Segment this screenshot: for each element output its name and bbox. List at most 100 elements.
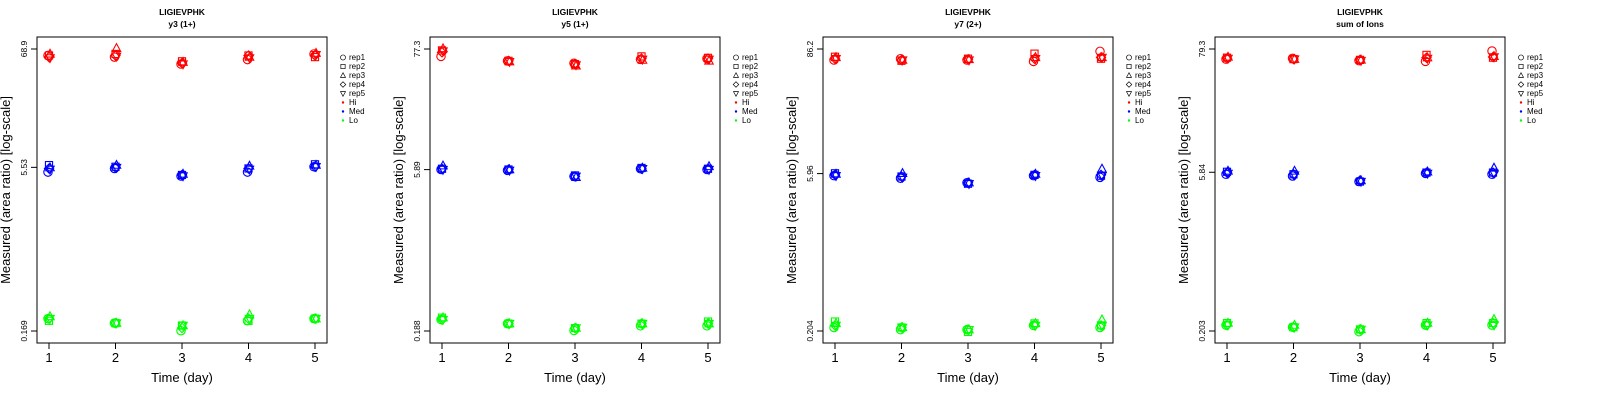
x-tick-label: 2 xyxy=(1290,350,1297,365)
y-axis-label: Measured (area ratio) [log-scale] xyxy=(391,96,406,284)
data-point-hi-rep4 xyxy=(1288,53,1299,65)
y-tick-label: 0.188 xyxy=(412,320,422,342)
data-point-lo-rep5 xyxy=(637,319,648,330)
data-point-hi-rep5 xyxy=(111,52,122,63)
data-point-med-rep5 xyxy=(437,165,449,176)
legend-symbol-rep3 xyxy=(1125,72,1133,78)
data-point-med-rep5 xyxy=(1030,171,1041,182)
chart-title: LIGIEVPHK xyxy=(159,7,206,17)
legend-symbol-rep5 xyxy=(732,91,740,97)
legend-symbol-rep4 xyxy=(1517,81,1525,88)
data-point-lo-rep4 xyxy=(243,313,254,325)
data-point-lo-rep5 xyxy=(111,319,122,329)
data-point-lo-rep4 xyxy=(43,313,55,325)
data-point-hi-rep5 xyxy=(437,47,449,57)
data-point-lo-rep4 xyxy=(569,322,581,334)
y-tick-label: 68.9 xyxy=(19,40,29,57)
y-tick-label: 5.96 xyxy=(805,165,815,182)
data-point-lo-rep5 xyxy=(703,319,715,330)
legend-symbol-rep4 xyxy=(1125,81,1133,88)
legend-label: rep5 xyxy=(1135,89,1152,98)
data-point-hi-rep4 xyxy=(309,50,321,61)
data-point-lo-rep4 xyxy=(1221,319,1233,331)
data-point-hi-rep5 xyxy=(830,55,842,65)
legend-symbol-rep1 xyxy=(340,54,346,61)
chart-panel: LIGIEVPHK y7 (2+) 1 2 3 4 5 0.204 5.96 86.2 Time (… xyxy=(784,7,1152,385)
x-axis-label: Time (day) xyxy=(544,370,606,385)
legend-symbol-rep2 xyxy=(733,64,739,69)
data-point-med-rep5 xyxy=(897,173,908,184)
data-point-hi-rep5 xyxy=(1096,53,1108,64)
legend-label: rep2 xyxy=(1527,62,1544,71)
legend-symbol-rep1 xyxy=(1518,54,1524,61)
x-tick-label: 1 xyxy=(1223,350,1230,365)
legend-label: rep5 xyxy=(1527,89,1544,98)
data-point-hi-rep5 xyxy=(963,56,975,66)
plot-frame xyxy=(1214,36,1506,344)
data-point-hi-rep5 xyxy=(703,55,715,66)
x-tick-label: 5 xyxy=(311,350,318,365)
data-point-lo-rep4 xyxy=(309,313,321,325)
y-axis-label: Measured (area ratio) [log-scale] xyxy=(0,96,13,284)
x-tick-label: 3 xyxy=(178,350,185,365)
legend-dot-med xyxy=(341,110,345,113)
legend-symbol-rep5 xyxy=(1125,91,1133,97)
x-tick-label: 4 xyxy=(1031,350,1038,365)
data-point-lo-rep4 xyxy=(636,318,647,330)
legend-symbol-rep2 xyxy=(1126,64,1132,69)
data-point-lo-rep5 xyxy=(1488,321,1500,331)
data-point-med-rep5 xyxy=(830,171,842,182)
data-point-lo-rep5 xyxy=(44,314,56,325)
data-point-hi-rep5 xyxy=(310,51,322,61)
data-point-lo-rep5 xyxy=(570,324,582,334)
legend-label: rep1 xyxy=(1135,53,1152,62)
data-point-med-rep5 xyxy=(1355,177,1367,188)
x-tick-label: 2 xyxy=(898,350,905,365)
x-tick-label: 5 xyxy=(1097,350,1104,365)
data-point-lo-rep4 xyxy=(896,322,907,333)
legend-symbol-rep3 xyxy=(732,72,740,78)
x-tick-label: 4 xyxy=(1423,350,1430,365)
legend-label: rep3 xyxy=(742,71,759,80)
data-point-hi-rep5 xyxy=(570,61,582,71)
legend-label: rep2 xyxy=(349,62,366,71)
chart-panel: LIGIEVPHK y3 (1+) 1 2 3 4 5 0.169 5.53 68.9 Time (… xyxy=(0,7,366,385)
x-tick-label: 2 xyxy=(505,350,512,365)
y-tick-label: 5.84 xyxy=(1197,164,1207,181)
legend-symbol-rep1 xyxy=(733,54,739,61)
legend-symbol-rep4 xyxy=(339,81,347,88)
data-point-lo-rep4 xyxy=(1421,319,1432,331)
plot-frame xyxy=(822,36,1114,344)
data-point-med-rep5 xyxy=(44,165,56,176)
y-axis-label: Measured (area ratio) [log-scale] xyxy=(784,96,799,284)
data-point-lo-rep3 xyxy=(1096,313,1108,324)
legend-label: rep3 xyxy=(1135,71,1152,80)
data-point-lo-rep4 xyxy=(503,318,514,330)
y-tick-label: 0.203 xyxy=(1197,320,1207,342)
data-point-hi-rep4 xyxy=(1221,52,1233,64)
data-point-med-rep4 xyxy=(110,162,121,174)
legend-dot-hi xyxy=(1519,101,1523,104)
data-point-med-rep5 xyxy=(637,165,648,175)
legend-symbol-rep2 xyxy=(340,64,346,69)
data-point-lo-rep4 xyxy=(1288,321,1299,333)
data-point-lo-rep4 xyxy=(110,317,121,329)
data-point-lo-rep5 xyxy=(177,321,189,332)
data-point-hi-rep5 xyxy=(1030,55,1041,65)
data-point-hi-rep5 xyxy=(44,54,56,64)
y-tick-label: 77.3 xyxy=(412,40,422,57)
chart-subtitle: y7 (2+) xyxy=(954,19,981,29)
data-point-hi-rep5 xyxy=(177,60,189,70)
data-point-hi-rep5 xyxy=(1488,53,1500,63)
data-point-lo-rep5 xyxy=(1422,321,1433,331)
data-point-hi-rep5 xyxy=(1355,56,1367,67)
data-point-lo-rep2 xyxy=(963,327,973,337)
data-point-med-rep4 xyxy=(309,161,321,173)
y-tick-label: 86.2 xyxy=(805,40,815,57)
data-point-med-rep5 xyxy=(1222,169,1234,180)
chart-title: LIGIEVPHK xyxy=(1337,7,1384,17)
legend-dot-med xyxy=(1519,110,1523,113)
x-tick-label: 4 xyxy=(245,350,252,365)
legend-label: rep1 xyxy=(742,53,759,62)
data-point-lo-rep4 xyxy=(829,320,841,331)
